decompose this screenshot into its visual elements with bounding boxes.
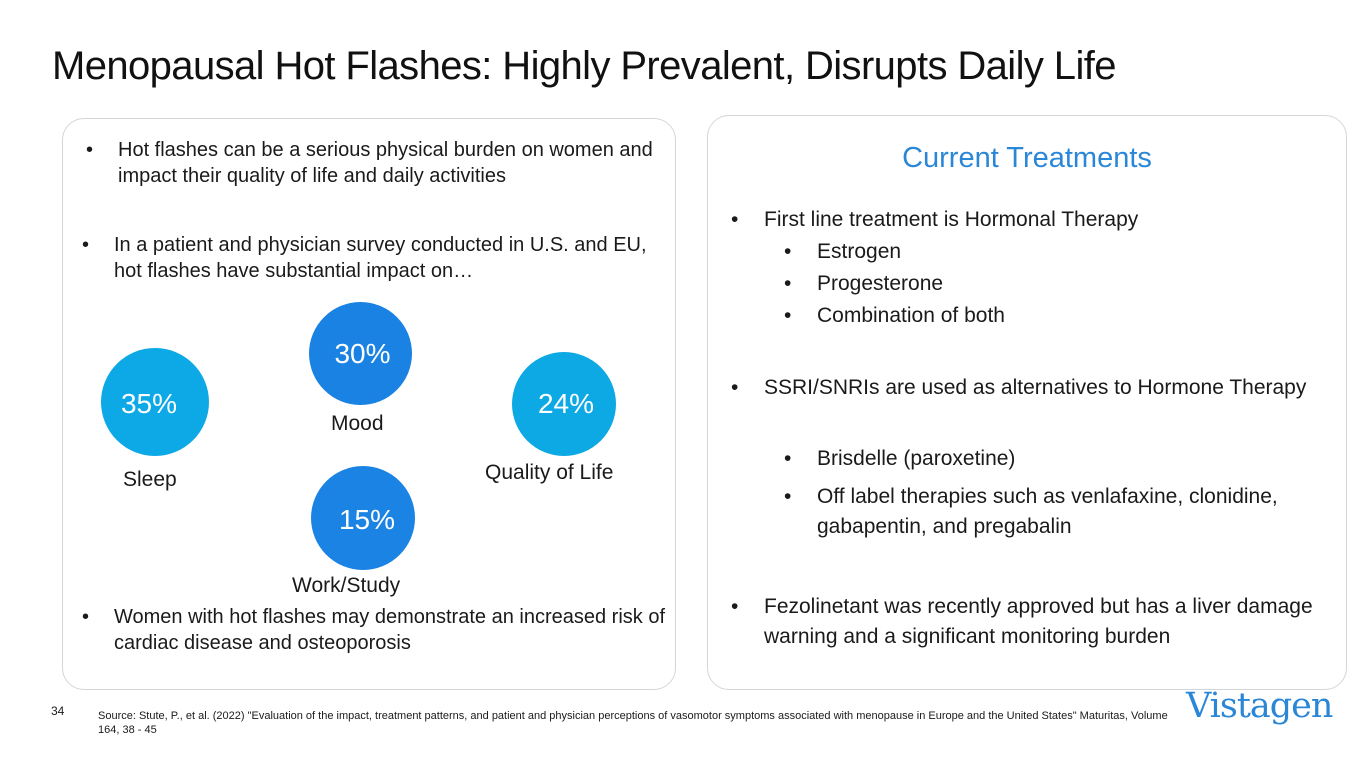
impact-bullet-burden: • Hot flashes can be a serious physical … [86,137,666,189]
quality-of-life-stat-value: 24% [537,388,595,419]
treatment-text: Fezolinetant was recently approved but h… [764,595,1313,648]
treatment-item: • Fezolinetant was recently approved but… [731,592,1331,652]
slide-title: Menopausal Hot Flashes: Highly Prevalent… [52,44,1116,88]
work-study-stat-circle: 15% [311,466,415,570]
bullet-text: In a patient and physician survey conduc… [114,234,647,282]
treatment-subitem-text: Off label therapies such as venlafaxine,… [817,485,1278,538]
impact-bullet-risk: • Women with hot flashes may demonstrate… [82,604,672,656]
source-citation: Source: Stute, P., et al. (2022) "Evalua… [98,710,1168,736]
treatment-text: SSRI/SNRIs are used as alternatives to H… [764,376,1307,399]
bullet-marker: • [82,606,90,628]
mood-stat-circle: 30% [309,302,412,405]
bullet-text: Women with hot flashes may demonstrate a… [114,606,665,654]
bullet-marker: • [86,139,94,161]
bullet-text: Hot flashes can be a serious physical bu… [118,139,653,187]
sleep-stat-label: Sleep [123,468,177,491]
mood-stat-label: Mood [331,412,384,435]
treatment-text: First line treatment is Hormonal Therapy [764,208,1139,231]
sleep-stat-value: 35% [120,388,178,419]
treatment-subitem: • Brisdelle (paroxetine) [784,444,1324,474]
treatment-subitem: • Estrogen [784,237,1324,267]
bullet-marker: • [784,485,792,508]
impact-bullet-survey: • In a patient and physician survey cond… [82,232,672,284]
treatment-subitem-text: Progesterone [817,272,944,295]
treatments-title: Current Treatments [902,142,1152,174]
company-logo: Vistagen [1186,686,1333,726]
quality-of-life-stat-label: Quality of Life [485,461,614,484]
work-study-stat-label: Work/Study [292,574,401,597]
treatment-subitem: • Off label therapies such as venlafaxin… [784,482,1329,542]
treatment-subitem: • Progesterone [784,269,1324,299]
bullet-marker: • [784,447,792,470]
bullet-marker: • [784,240,792,263]
treatment-subitem: • Combination of both [784,301,1324,331]
bullet-marker: • [784,304,792,327]
page-number: 34 [51,704,65,718]
treatment-item: • First line treatment is Hormonal Thera… [731,205,1331,235]
sleep-stat-circle: 35% [101,348,209,456]
treatment-item: • SSRI/SNRIs are used as alternatives to… [731,373,1331,403]
treatment-subitem-text: Brisdelle (paroxetine) [817,447,1016,470]
bullet-marker: • [784,272,792,295]
quality-of-life-stat-circle: 24% [512,352,616,456]
mood-stat-value: 30% [334,337,391,369]
treatment-subitem-text: Combination of both [817,304,1005,327]
work-study-stat-value: 15% [338,504,396,535]
treatments-panel [707,115,1347,690]
bullet-marker: • [731,595,739,618]
bullet-marker: • [731,208,739,231]
treatment-subitem-text: Estrogen [817,240,902,263]
bullet-marker: • [82,234,90,256]
bullet-marker: • [731,376,739,399]
